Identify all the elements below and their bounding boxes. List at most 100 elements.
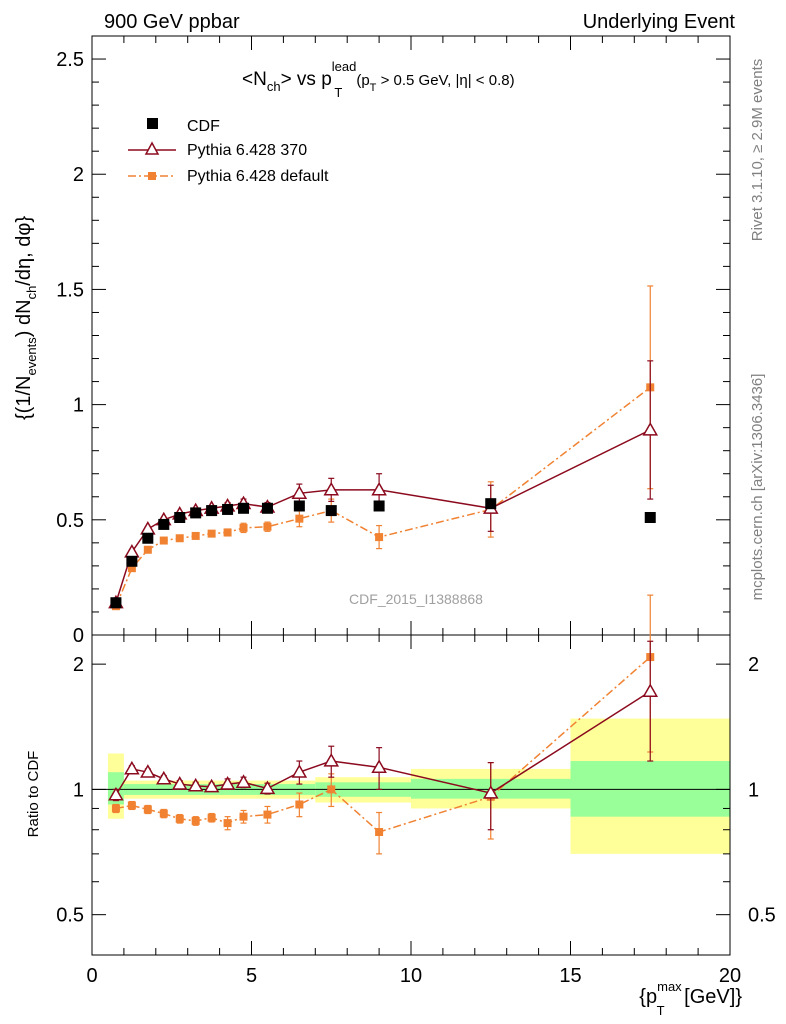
- ratio-pythia-370-point: [171, 776, 188, 790]
- xlabel-part-a: {p: [639, 986, 657, 1008]
- ratio-pythia-default-point: [127, 801, 136, 810]
- pythia-370-point: [140, 521, 156, 535]
- cdf-data-point: [222, 503, 234, 515]
- cdf-data-point: [238, 502, 250, 514]
- pythia-default-point: [239, 523, 248, 532]
- pythia-370-point: [323, 481, 340, 496]
- legend-label-pythia-default: Pythia 6.428 default: [187, 168, 329, 185]
- ratio-pythia-370-point: [108, 786, 124, 801]
- ratio-pythia-default-point: [239, 812, 248, 821]
- ratio-pythia-default-point: [223, 819, 232, 828]
- ratio-pythia-default-point: [375, 828, 384, 837]
- cdf-data-point: [261, 502, 273, 514]
- cdf-data-point: [110, 597, 122, 609]
- legend-marker-pythia-370: [144, 141, 160, 155]
- main-title-sup-b: lead: [332, 59, 357, 74]
- cdf-data-point: [158, 518, 170, 530]
- pythia-default-point: [375, 533, 384, 542]
- main-title: <Nch> vs plead T(pT > 0.5 GeV, |η| < 0.8): [242, 59, 515, 100]
- main-title-part-d: > 0.5 GeV, |η| < 0.8): [376, 72, 514, 89]
- ratio-y-tick-label: 0.5: [56, 905, 84, 927]
- ratio-y-tick-label-right: 1: [748, 779, 759, 801]
- pythia-370-point: [642, 421, 659, 436]
- ratio-pythia-370-point: [323, 753, 340, 767]
- ratio-pythia-default-point: [159, 809, 168, 818]
- main-title-part-c: (p: [356, 72, 369, 89]
- legend-entry-pythia-default: Pythia 6.428 default: [128, 168, 329, 185]
- xlabel-part-b: [GeV]}: [679, 986, 743, 1008]
- ratio-pythia-370-point: [155, 770, 172, 785]
- main-y-tick-label: 2.5: [56, 49, 84, 71]
- cdf-data-point: [485, 498, 497, 510]
- pythia-default-line: [115, 386, 651, 607]
- main-panel: 00.511.522.5 <Nch> vs plead T(pT > 0.5 Ge…: [13, 35, 731, 647]
- ylabel-part-a: {(1/N: [13, 376, 35, 420]
- ratio-pythia-370-point: [124, 760, 140, 775]
- cdf-data-point: [325, 505, 337, 517]
- main-y-tick-label: 1: [73, 395, 84, 417]
- cdf-data-point: [190, 507, 202, 519]
- ratio-y-axis-label: Ratio to CDF: [25, 751, 42, 838]
- ratio-panel-marks: [108, 594, 659, 855]
- ratio-panel-axes: 0.5 0.51 12 20 5 10 15 20: [56, 634, 776, 987]
- main-y-tick-label: 0: [73, 625, 84, 647]
- cdf-data-point: [126, 555, 138, 567]
- ylabel-part-b: ) dN: [13, 299, 35, 337]
- x-tick-label: 0: [86, 965, 97, 987]
- main-y-axis-label: {(1/Nevents) dNch/dη, dφ}: [13, 216, 39, 420]
- cdf-data-point: [174, 512, 186, 524]
- x-tick-label: 15: [559, 965, 581, 987]
- legend: CDF Pythia 6.428 370 Pythia 6.428 defaul…: [128, 118, 329, 185]
- ratio-pythia-default-point: [143, 805, 152, 814]
- ylabel-sub-a: events: [24, 337, 39, 376]
- xlabel-sup: max: [657, 979, 682, 994]
- pythia-370-point: [124, 544, 140, 558]
- pythia-370-point: [291, 485, 308, 499]
- header-right: Underlying Event: [583, 11, 736, 33]
- main-panel-marks: [108, 285, 659, 611]
- ratio-pythia-default-point: [295, 800, 304, 809]
- ratio-pythia-default-point: [263, 810, 272, 819]
- x-tick-label: 5: [246, 965, 257, 987]
- ratio-pythia-default-point: [175, 814, 184, 823]
- ratio-pythia-370-point: [291, 764, 308, 778]
- legend-entry-pythia-370: Pythia 6.428 370: [128, 141, 307, 159]
- main-title-sub-b: T: [334, 85, 342, 100]
- ratio-pythia-370-point: [187, 777, 204, 792]
- cdf-data-point: [206, 505, 218, 517]
- xlabel-sub: T: [657, 1003, 665, 1018]
- main-y-tick-label: 2: [73, 164, 84, 186]
- ratio-pythia-370-point: [371, 759, 387, 773]
- cdf-data-point: [142, 532, 154, 544]
- header-left: 900 GeV ppbar: [104, 11, 240, 33]
- x-tick-label: 10: [400, 965, 422, 987]
- pythia-default-point: [127, 564, 136, 573]
- ylabel-sub-b: ch: [24, 286, 39, 300]
- pythia-370-point: [371, 481, 387, 496]
- ylabel-part-c: /dη, dφ}: [13, 216, 35, 286]
- pythia-default-point: [143, 545, 152, 554]
- pythia-default-point: [175, 534, 184, 543]
- ratio-pythia-370-point: [235, 774, 252, 788]
- ratio-pythia-default-point: [327, 785, 336, 794]
- side-label-lower: mcplots.cern.ch [arXiv:1306.3436]: [749, 374, 766, 601]
- ratio-pythia-default-point: [191, 816, 200, 825]
- cdf-data-point: [644, 512, 656, 524]
- legend-label-cdf: CDF: [187, 118, 220, 135]
- main-title-part-b: > vs p: [281, 69, 332, 90]
- main-title-sub-c: T: [370, 82, 377, 94]
- pythia-default-point: [295, 514, 304, 523]
- pythia-default-point: [191, 531, 200, 540]
- ratio-y-tick-label-right: 2: [748, 654, 759, 676]
- ratio-pythia-default-point: [207, 813, 216, 822]
- ratio-y-tick-label: 2: [73, 654, 84, 676]
- ratio-pythia-370-point: [219, 776, 236, 790]
- ratio-band-inner: [570, 761, 730, 817]
- pythia-default-point: [263, 522, 272, 531]
- pythia-default-point: [159, 536, 168, 545]
- legend-entry-cdf: CDF: [147, 118, 220, 135]
- legend-label-pythia-370: Pythia 6.428 370: [187, 142, 307, 159]
- analysis-watermark: CDF_2015_I1388868: [349, 591, 483, 607]
- ratio-y-tick-label: 1: [73, 779, 84, 801]
